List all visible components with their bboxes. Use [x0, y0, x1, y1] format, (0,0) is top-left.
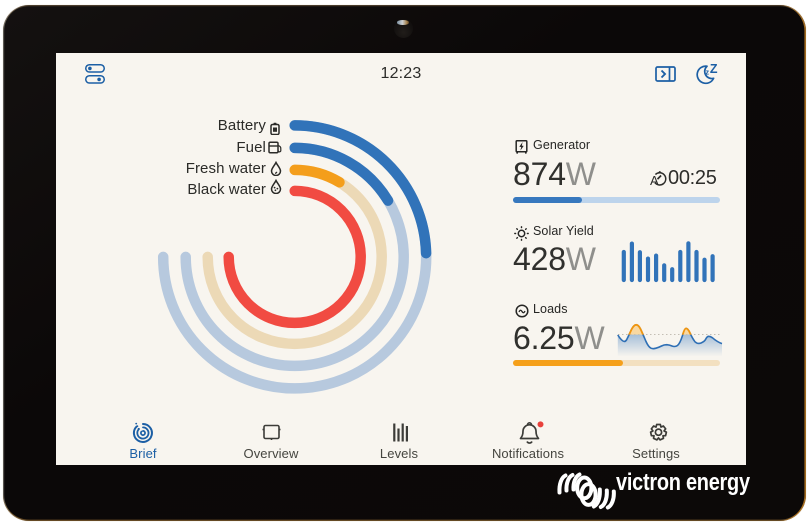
- svg-text:Z: Z: [710, 63, 718, 76]
- svg-text:z: z: [705, 68, 709, 77]
- svg-text:A: A: [650, 173, 659, 187]
